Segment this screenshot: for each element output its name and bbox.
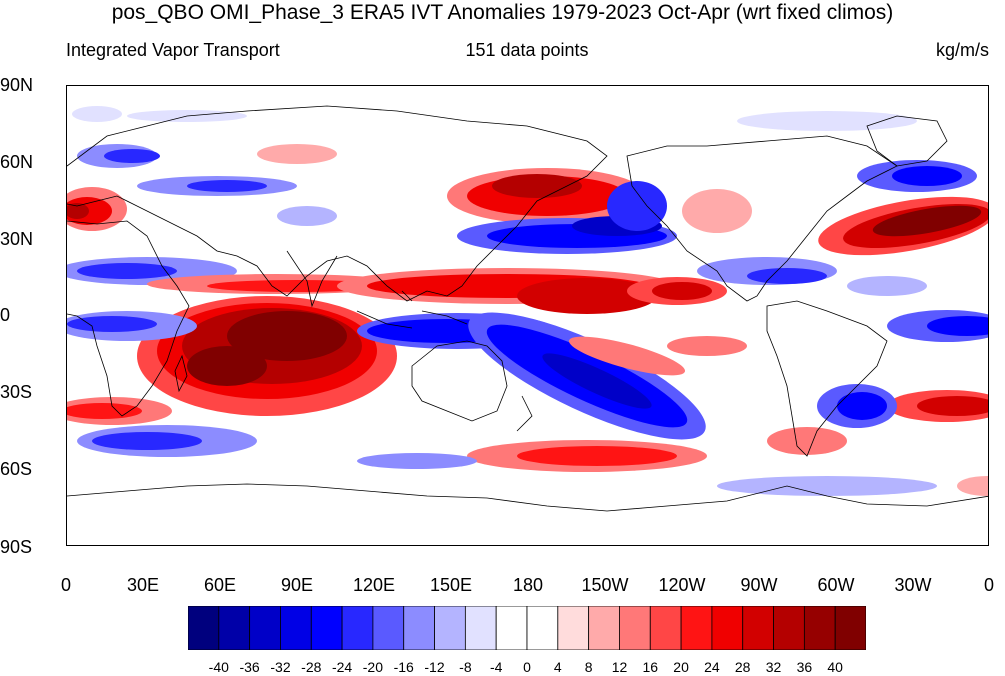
colorbar-box: [188, 606, 220, 650]
colorbar-box: [711, 606, 744, 650]
colorbar-tick-label: -40: [208, 659, 229, 675]
colorbar-tick-label: 36: [796, 659, 813, 675]
colorbar-tick-label: -16: [393, 659, 414, 675]
colorbar-tick-label: -32: [270, 659, 291, 675]
lon-label-0: 0: [60, 575, 71, 595]
lat-label-eq: 0: [0, 305, 11, 325]
lon-label-180: 180: [512, 575, 544, 595]
colorbar-box: [619, 606, 651, 650]
colorbar-box: [803, 606, 836, 650]
lon-label-150e: 150E: [429, 575, 473, 595]
colorbar-box: [464, 606, 497, 650]
lat-label-60s: 60S: [0, 459, 33, 479]
colorbar-tick-label: -28: [301, 659, 322, 675]
lat-label-60n: 60N: [0, 152, 34, 172]
colorbar-box: [372, 606, 405, 650]
colorbar-box: [649, 606, 682, 650]
colorbar-box: [834, 606, 866, 650]
lon-label-30e: 30E: [126, 575, 160, 595]
anomaly-shading: [67, 106, 988, 496]
center-string: 151 data points: [465, 40, 589, 60]
colorbar-box: [773, 606, 805, 650]
colorbar-box: [495, 606, 528, 650]
colorbar-tick-label: -8: [459, 659, 472, 675]
lon-label-90e: 90E: [280, 575, 314, 595]
colorbar-tick-label: -24: [331, 659, 353, 675]
colorbar-tick-label: 12: [611, 659, 628, 675]
lon-label-0-right: 0: [983, 575, 994, 595]
lon-label-120e: 120E: [352, 575, 396, 595]
colorbar-tick-label: 8: [584, 659, 593, 675]
colorbar-tick-label: 20: [673, 659, 689, 675]
lon-label-60e: 60E: [203, 575, 237, 595]
plot-title: pos_QBO OMI_Phase_3 ERA5 IVT Anomalies 1…: [111, 1, 894, 24]
colorbar-box: [742, 606, 774, 650]
colorbar-box: [588, 606, 620, 650]
lon-label-30w: 30W: [894, 575, 932, 595]
lat-label-90s: 90S: [0, 537, 33, 557]
map-panel: [66, 85, 989, 546]
units-string: kg/m/s: [935, 40, 989, 60]
colorbar-box: [218, 606, 251, 650]
colorbar-tick-label: 24: [704, 659, 720, 675]
lat-label-90n: 90N: [0, 75, 34, 95]
lon-label-90w: 90W: [740, 575, 778, 595]
lat-label-30s: 30S: [0, 382, 33, 402]
colorbar-tick-label: 40: [827, 659, 843, 675]
colorbar-tick-label: -20: [362, 659, 383, 675]
colorbar-tick-label: -12: [424, 659, 445, 675]
lat-label-30n: 30N: [0, 229, 34, 249]
colorbar-box: [280, 606, 312, 650]
colorbar-tick-label: 32: [765, 659, 782, 675]
coastlines: [67, 105, 988, 512]
colorbar-tick-label: 4: [553, 659, 562, 675]
colorbar-box: [526, 606, 559, 650]
colorbar-box: [403, 606, 435, 650]
lon-label-150w: 150W: [581, 575, 629, 595]
colorbar-box: [557, 606, 590, 650]
colorbar-box: [310, 606, 343, 650]
colorbar-box: [680, 606, 713, 650]
colorbar-tick-label: -36: [239, 659, 260, 675]
anomaly-map: [67, 105, 988, 512]
left-string: Integrated Vapor Transport: [66, 40, 280, 60]
colorbar-box: [434, 606, 466, 650]
lon-label-120w: 120W: [658, 575, 706, 595]
lon-label-60w: 60W: [817, 575, 855, 595]
colorbar: [188, 606, 866, 650]
colorbar-tick-label: 28: [734, 659, 751, 675]
colorbar-tick-label: 16: [642, 659, 659, 675]
colorbar-box: [249, 606, 281, 650]
colorbar-box: [341, 606, 374, 650]
colorbar-tick-label: 0: [523, 659, 531, 675]
colorbar-tick-label: -4: [489, 659, 503, 675]
